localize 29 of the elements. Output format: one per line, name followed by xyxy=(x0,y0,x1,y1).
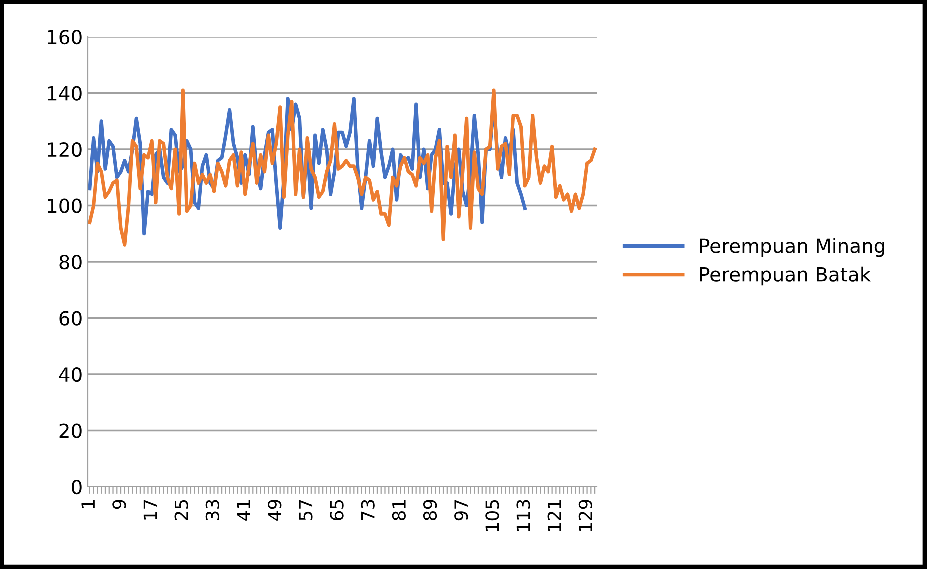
x-tick-label: 33 xyxy=(206,500,220,520)
y-tick-label: 60 xyxy=(60,311,82,326)
x-tick-label: 25 xyxy=(174,500,188,520)
x-tick-label: 129 xyxy=(578,500,593,532)
x-tick-label: 49 xyxy=(268,500,282,521)
x-tick-label: 65 xyxy=(330,500,344,521)
x-tick-label: 1 xyxy=(82,500,95,508)
x-tick-label: 57 xyxy=(299,500,313,520)
y-tick-label: 100 xyxy=(48,198,82,214)
y-tick-label: 40 xyxy=(59,367,82,382)
x-tick-label: 41 xyxy=(237,500,250,521)
y-tick-label: 160 xyxy=(48,30,82,45)
x-tick-label: 9 xyxy=(112,500,126,510)
x-tick-label: 17 xyxy=(144,500,158,520)
y-tick-label: 20 xyxy=(60,424,82,438)
y-tick-label: 120 xyxy=(48,142,82,158)
x-tick-label: 89 xyxy=(423,500,438,521)
x-tick-label: 121 xyxy=(548,500,562,532)
y-tick-label: 80 xyxy=(60,254,82,270)
y-tick-label: 140 xyxy=(48,86,82,101)
legend-label: Perempuan Batak xyxy=(700,266,872,286)
x-tick-label: 105 xyxy=(486,500,500,532)
x-tick-label: 81 xyxy=(392,500,406,521)
legend-label: Perempuan Minang xyxy=(700,238,884,258)
x-tick-label: 73 xyxy=(361,500,375,520)
x-tick-label: 97 xyxy=(454,500,468,521)
x-tick-label: 113 xyxy=(516,500,530,532)
line-series xyxy=(88,88,597,247)
y-tick-label: 0 xyxy=(72,480,82,495)
